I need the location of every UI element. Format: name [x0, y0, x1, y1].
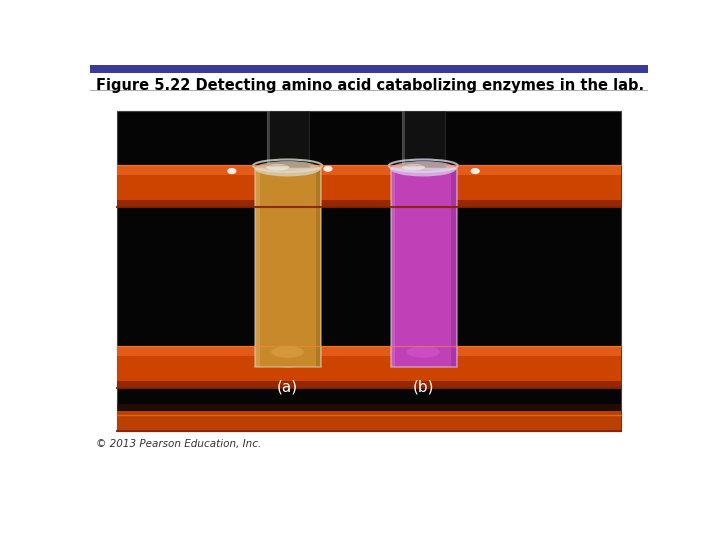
Bar: [117, 415, 621, 430]
Ellipse shape: [390, 340, 456, 367]
Bar: [117, 428, 621, 430]
Text: © 2013 Pearson Education, Inc.: © 2013 Pearson Education, Inc.: [96, 438, 261, 449]
Ellipse shape: [228, 168, 236, 174]
Bar: [117, 165, 621, 207]
Ellipse shape: [471, 168, 480, 174]
Bar: [266, 111, 310, 167]
Text: Figure 5.22 Detecting amino acid catabolizing enzymes in the lab.: Figure 5.22 Detecting amino acid catabol…: [96, 78, 644, 93]
Bar: [255, 168, 321, 367]
Bar: [255, 168, 260, 367]
Bar: [117, 200, 621, 207]
Bar: [117, 411, 621, 430]
Bar: [90, 65, 648, 72]
Ellipse shape: [390, 161, 456, 177]
Ellipse shape: [407, 346, 440, 358]
Bar: [266, 111, 270, 165]
Ellipse shape: [323, 166, 333, 172]
Bar: [391, 168, 456, 367]
Bar: [402, 111, 445, 167]
Ellipse shape: [255, 340, 320, 367]
Bar: [117, 403, 621, 411]
Bar: [117, 415, 621, 419]
Bar: [117, 346, 621, 388]
Text: (b): (b): [413, 379, 434, 394]
Bar: [117, 111, 621, 430]
Bar: [255, 168, 321, 367]
Ellipse shape: [255, 161, 320, 177]
Ellipse shape: [266, 164, 289, 170]
Bar: [117, 346, 621, 356]
Bar: [315, 168, 320, 367]
Text: (a): (a): [277, 379, 298, 394]
Ellipse shape: [402, 164, 425, 170]
Ellipse shape: [271, 346, 304, 358]
Bar: [117, 381, 621, 388]
Bar: [451, 168, 456, 367]
Bar: [391, 168, 395, 367]
Bar: [402, 111, 405, 165]
Bar: [391, 168, 456, 367]
Bar: [117, 165, 621, 176]
